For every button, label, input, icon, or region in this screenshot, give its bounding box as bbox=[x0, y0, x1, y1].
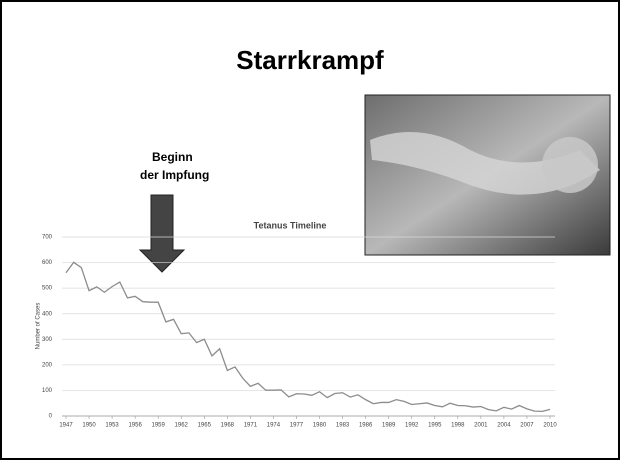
x-tick-label: 1965 bbox=[198, 423, 212, 429]
x-tick-label: 2007 bbox=[520, 423, 534, 429]
y-tick-label: 300 bbox=[42, 337, 53, 343]
x-tick-label: 1971 bbox=[244, 423, 258, 429]
x-tick-label: 1950 bbox=[82, 423, 96, 429]
x-tick-label: 1983 bbox=[336, 423, 350, 429]
photo bbox=[364, 94, 611, 256]
y-tick-label: 100 bbox=[42, 388, 53, 394]
x-tick-label: 2001 bbox=[474, 423, 488, 429]
arrow bbox=[138, 194, 186, 273]
y-tick-label: 200 bbox=[42, 362, 53, 368]
annotation: Beginn bbox=[152, 150, 193, 164]
x-tick-label: 1959 bbox=[152, 423, 166, 429]
x-tick-label: 1986 bbox=[359, 423, 373, 429]
y-axis-label: Number of Cases bbox=[36, 303, 42, 350]
y-tick-label: 0 bbox=[49, 414, 53, 420]
x-tick-label: 1953 bbox=[105, 423, 119, 429]
x-tick-label: 2004 bbox=[497, 423, 511, 429]
x-tick-label: 1992 bbox=[405, 423, 419, 429]
x-tick-label: 1956 bbox=[128, 423, 142, 429]
y-tick-label: 400 bbox=[42, 311, 53, 317]
x-tick-label: 1977 bbox=[290, 423, 304, 429]
y-tick-label: 500 bbox=[42, 286, 53, 292]
x-tick-label: 1947 bbox=[59, 423, 73, 429]
x-tick-label: 1995 bbox=[428, 423, 442, 429]
x-tick-label: 1974 bbox=[267, 423, 281, 429]
x-tick-label: 1989 bbox=[382, 423, 396, 429]
chart-title: Tetanus Timeline bbox=[254, 220, 327, 230]
x-tick-label: 2010 bbox=[543, 423, 557, 429]
line bbox=[65, 261, 551, 413]
slide-title: Starrkrampf bbox=[236, 45, 384, 75]
annotation: der Impfung bbox=[140, 168, 209, 182]
y-tick-label: 700 bbox=[42, 235, 53, 241]
x-tick-label: 1998 bbox=[451, 423, 465, 429]
x-tick-label: 1968 bbox=[221, 423, 235, 429]
x-tick-label: 1980 bbox=[313, 423, 327, 429]
x-tick-label: 1962 bbox=[175, 423, 189, 429]
y-tick-label: 600 bbox=[42, 260, 53, 266]
